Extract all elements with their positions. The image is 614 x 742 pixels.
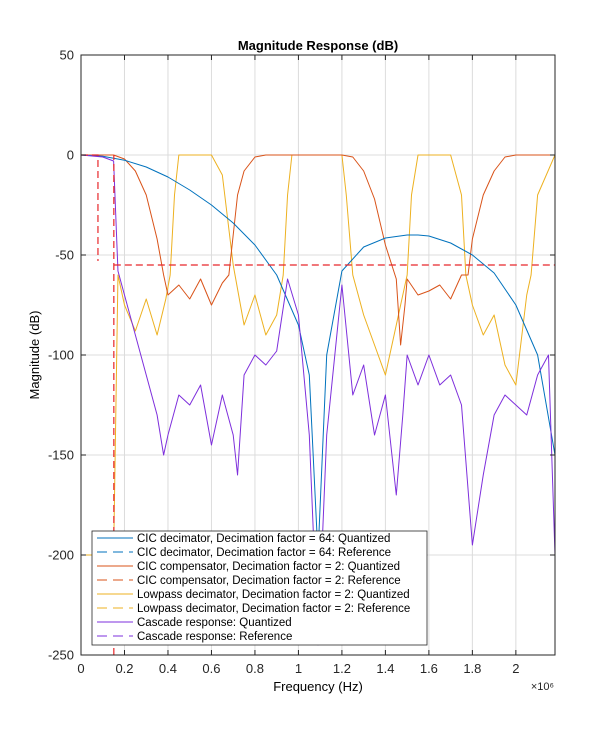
legend-entry-label: CIC decimator, Decimation factor = 64: Q… — [137, 533, 390, 545]
legend-entry-label: Lowpass decimator, Decimation factor = 2… — [137, 603, 410, 615]
y-tick-label: 50 — [60, 48, 74, 63]
x-tick-label: 1 — [295, 661, 302, 676]
y-tick-label: 0 — [67, 148, 74, 163]
y-tick-label: -250 — [48, 648, 74, 663]
x-tick-label: 0.6 — [202, 661, 220, 676]
y-axis-label: Magnitude (dB) — [27, 311, 42, 400]
legend-entry-label: CIC decimator, Decimation factor = 64: R… — [137, 547, 391, 559]
x-tick-label: 1.6 — [420, 661, 438, 676]
legend: CIC decimator, Decimation factor = 64: Q… — [91, 530, 428, 646]
axis-ticks: 0 0.2 0.4 0.6 0.8 1 1.2 1.4 1.6 1.8 2 50 0 -50 -100 -15… — [48, 48, 555, 676]
legend-entry-label: Cascade response: Quantized — [137, 617, 292, 629]
x-tick-label: 1.2 — [333, 661, 351, 676]
x-axis-label: Frequency (Hz) — [273, 679, 363, 694]
legend-box — [91, 530, 428, 646]
x-tick-label: 0.4 — [159, 661, 177, 676]
legend-entry-label: Cascade response: Reference — [137, 631, 292, 643]
y-tick-label: -50 — [55, 248, 74, 263]
x-tick-label: 0 — [77, 661, 84, 676]
x-tick-label: 1.4 — [376, 661, 394, 676]
legend-entry-label: CIC compensator, Decimation factor = 2: … — [137, 575, 401, 587]
y-tick-label: -100 — [48, 348, 74, 363]
y-tick-label: -150 — [48, 448, 74, 463]
legend-entry-label: Lowpass decimator, Decimation factor = 2… — [137, 589, 410, 601]
series-line-2 — [81, 154, 555, 346]
x-tick-label: 1.8 — [463, 661, 481, 676]
x-tick-label: 0.8 — [246, 661, 264, 676]
chart-title: Magnitude Response (dB) — [238, 38, 398, 53]
y-tick-label: -200 — [48, 548, 74, 563]
series-line-0 — [81, 154, 555, 556]
mask-passband — [81, 154, 99, 261]
x-tick-label: 0.2 — [115, 661, 133, 676]
x-tick-label: 2 — [512, 661, 519, 676]
legend-entry-label: CIC compensator, Decimation factor = 2: … — [137, 561, 400, 573]
x-axis-multiplier: ×10⁶ — [531, 681, 554, 693]
